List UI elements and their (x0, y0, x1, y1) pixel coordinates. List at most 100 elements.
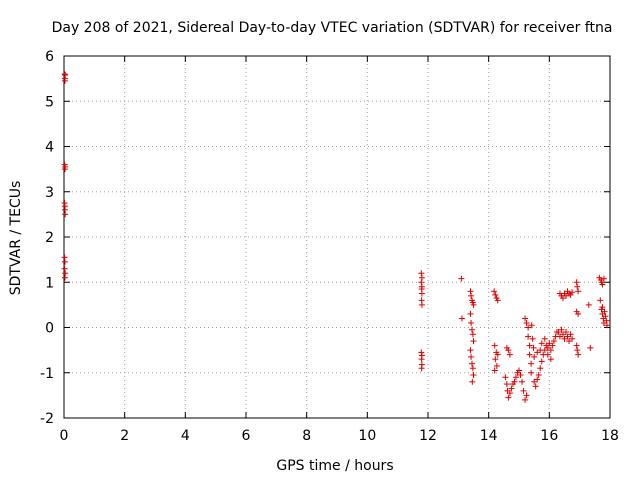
x-tick-label: 14 (480, 428, 498, 444)
data-point (537, 347, 544, 354)
data-point (519, 378, 526, 385)
data-point (561, 335, 568, 342)
data-point (62, 211, 69, 218)
data-point (574, 347, 581, 354)
data-point (61, 258, 68, 265)
data-point (526, 342, 533, 349)
data-point (470, 338, 477, 345)
data-point (525, 333, 532, 340)
data-point (546, 340, 553, 347)
data-point (574, 283, 581, 290)
data-point (599, 304, 606, 311)
x-axis: 0 2 4 6 8 10 12 14 16 18 (60, 56, 619, 444)
data-point (567, 331, 574, 338)
data-point (530, 344, 537, 351)
data-point (469, 331, 476, 338)
data-point (575, 310, 582, 317)
y-tick-label: 2 (45, 230, 54, 246)
data-point (573, 342, 580, 349)
data-point (61, 274, 68, 281)
data-point (558, 326, 565, 333)
data-point (418, 349, 425, 356)
data-point (61, 265, 68, 272)
data-point (601, 308, 608, 315)
data-point (603, 317, 610, 324)
data-point (534, 376, 541, 383)
data-point (516, 367, 522, 374)
data-point (569, 335, 576, 342)
data-point (62, 72, 69, 79)
data-point (587, 344, 594, 351)
data-point (523, 392, 530, 399)
data-point (597, 297, 604, 304)
data-point (502, 374, 509, 381)
x-tick-label: 10 (358, 428, 376, 444)
data-point (492, 356, 499, 363)
y-tick-label: 4 (45, 140, 54, 156)
data-point (541, 335, 548, 342)
data-point (418, 279, 425, 286)
x-tick-label: 2 (120, 428, 129, 444)
data-point (526, 351, 533, 358)
data-point (603, 322, 610, 329)
data-point (531, 353, 538, 360)
y-tick-label: 5 (45, 94, 54, 110)
data-point (529, 335, 536, 342)
data-point (467, 310, 474, 317)
data-point (491, 342, 498, 349)
data-point (602, 313, 609, 320)
data-point (528, 360, 535, 367)
x-tick-label: 4 (181, 428, 190, 444)
y-axis-label: SDTVAR / TECUs (8, 181, 24, 296)
data-point (458, 275, 465, 282)
x-tick-label: 12 (419, 428, 437, 444)
data-point (467, 347, 474, 354)
data-point (585, 301, 592, 308)
data-point (61, 77, 68, 84)
data-point (493, 362, 500, 369)
y-axis: -2 -1 0 1 2 3 4 5 6 (40, 49, 610, 427)
data-point (544, 351, 551, 358)
data-point (494, 297, 501, 304)
data-point (535, 372, 542, 379)
data-point (556, 333, 563, 340)
data-point (517, 372, 524, 379)
data-point (567, 291, 574, 298)
data-point (418, 270, 425, 277)
data-point (547, 356, 554, 363)
data-point (555, 329, 562, 336)
y-tick-label: -1 (40, 366, 54, 382)
data-point (538, 358, 545, 365)
data-point (511, 378, 518, 385)
data-point (528, 322, 535, 329)
data-point (575, 351, 582, 358)
data-point (506, 390, 513, 397)
data-point (491, 367, 498, 374)
data-point (468, 319, 475, 326)
data-point (458, 315, 465, 322)
data-point (467, 288, 474, 295)
data-point (468, 292, 475, 299)
data-point (512, 374, 519, 381)
data-point (559, 295, 566, 302)
data-point (418, 365, 425, 372)
data-point (528, 369, 535, 376)
data-point (520, 387, 527, 394)
data-point (492, 291, 499, 298)
data-point (418, 301, 425, 308)
data-point (468, 353, 475, 360)
data-point (523, 319, 530, 326)
data-point (575, 288, 582, 295)
data-point (506, 351, 513, 358)
data-point (563, 329, 570, 336)
data-point (468, 360, 475, 367)
data-point (544, 344, 551, 351)
y-tick-label: 0 (45, 321, 54, 337)
data-point (599, 281, 606, 288)
data-point (469, 378, 476, 385)
data-point (469, 365, 476, 372)
data-point (531, 378, 538, 385)
data-point (550, 338, 557, 345)
data-point (525, 324, 532, 331)
